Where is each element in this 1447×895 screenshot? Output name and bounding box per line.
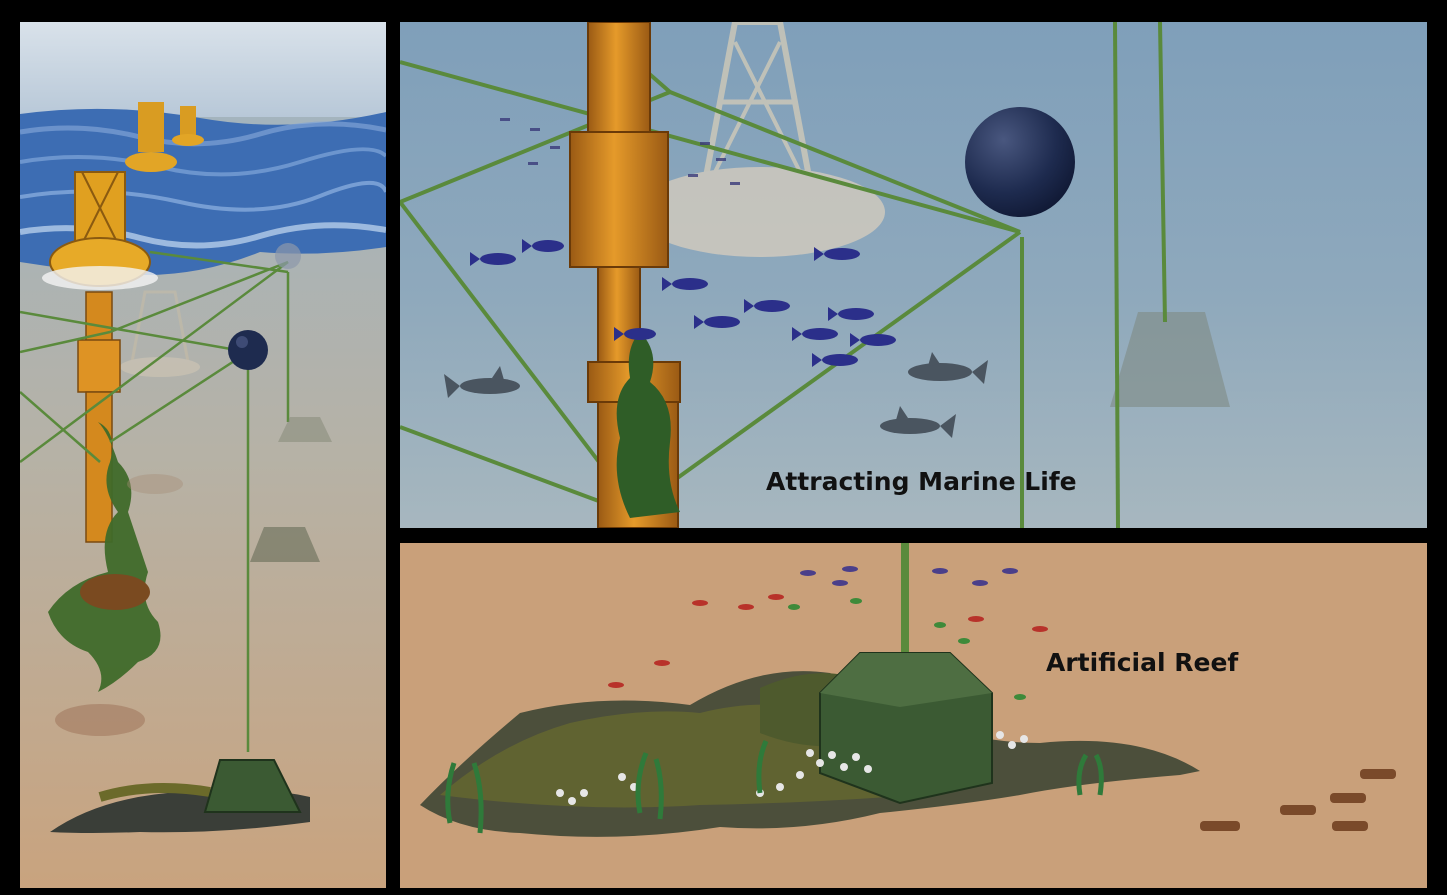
artificial-reef-caption: Artificial Reef bbox=[1046, 648, 1239, 677]
tuna-fish-icon bbox=[812, 353, 858, 367]
kelp bbox=[445, 739, 1104, 834]
marine-life-panel: Attracting Marine Life bbox=[400, 22, 1427, 528]
small-fish bbox=[500, 118, 740, 185]
tuna-fish-icon bbox=[814, 247, 860, 261]
tuna-fish-icon bbox=[744, 299, 790, 313]
distant-float-icon bbox=[275, 243, 301, 269]
shark-icon bbox=[880, 406, 956, 438]
tuna-fish-icon bbox=[694, 315, 740, 329]
marine-life-illustration: Attracting Marine Life bbox=[400, 22, 1427, 528]
floating-pole-icon bbox=[77, 291, 121, 543]
sky bbox=[20, 22, 386, 117]
cage bbox=[80, 574, 150, 610]
mooring-lines bbox=[20, 250, 290, 752]
tuna-school bbox=[470, 239, 896, 367]
surface-buoy-icon bbox=[42, 171, 158, 290]
tuna-fish-icon bbox=[792, 327, 838, 341]
anchor-block-icon bbox=[203, 759, 302, 813]
shark-icon bbox=[444, 366, 520, 398]
seaweed bbox=[48, 422, 161, 692]
distant-buoy-icon bbox=[125, 102, 177, 172]
distant-buoy-icon bbox=[172, 106, 204, 146]
seaweed bbox=[616, 332, 680, 518]
anchor-block-icon bbox=[819, 652, 993, 805]
tuna-fish-icon bbox=[662, 277, 708, 291]
overview-panel bbox=[20, 22, 386, 888]
distant-reefs bbox=[1200, 769, 1396, 831]
artificial-reef-illustration: Artificial Reef bbox=[400, 543, 1427, 888]
distant-anchor-icon bbox=[250, 527, 320, 562]
shark-icon bbox=[908, 352, 988, 384]
reef-fish-school bbox=[608, 566, 1048, 700]
tuna-fish-icon bbox=[522, 239, 564, 253]
tuna-fish-icon bbox=[850, 333, 896, 347]
shark-school bbox=[444, 352, 988, 438]
artificial-reef-panel: Artificial Reef bbox=[400, 543, 1427, 888]
marine-life-caption: Attracting Marine Life bbox=[766, 467, 1077, 496]
distant-anchor-icon bbox=[278, 417, 332, 442]
tuna-fish-icon bbox=[828, 307, 874, 321]
distant-anchor-icon bbox=[1110, 312, 1230, 407]
overview-illustration bbox=[20, 22, 386, 888]
float-sphere-icon bbox=[965, 107, 1075, 217]
float-sphere-icon bbox=[228, 330, 268, 370]
tuna-fish-icon bbox=[614, 327, 656, 341]
tuna-fish-icon bbox=[470, 252, 516, 266]
